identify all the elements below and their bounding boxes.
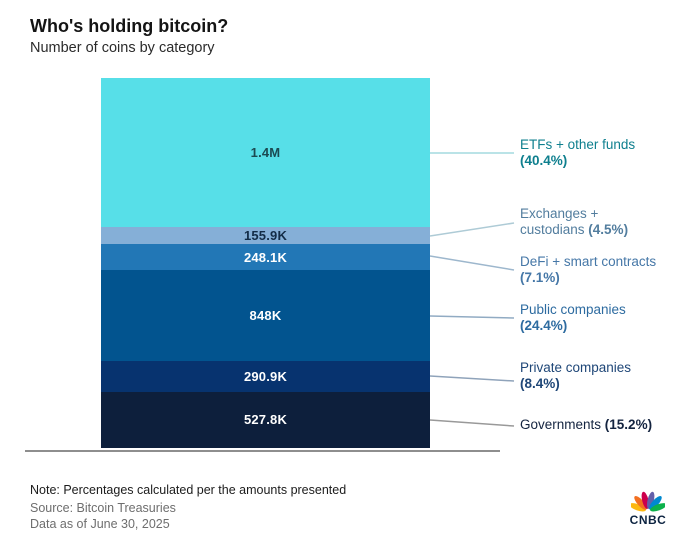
segment-value-label: 1.4M bbox=[250, 145, 281, 161]
segment-value-label: 848K bbox=[249, 308, 282, 323]
annotation-exchanges-custodians: Exchanges + custodians (4.5%) bbox=[520, 206, 629, 237]
annotation-private-companies: Private companies (8.4%) bbox=[520, 360, 632, 391]
data-as-of-text: Data as of June 30, 2025 bbox=[30, 517, 170, 531]
segment-value-label: 248.1K bbox=[243, 249, 288, 265]
annotation-defi-smart-contracts: DeFi + smart contracts (7.1%) bbox=[520, 254, 657, 285]
peacock-icon bbox=[631, 491, 665, 512]
stacked-bar: 1.4M 155.9K 248.1K 848K 290.9K 527.8K bbox=[101, 78, 430, 448]
cnbc-wordmark: CNBC bbox=[629, 513, 667, 527]
source-text: Source: Bitcoin Treasuries bbox=[30, 501, 176, 515]
annotation-public-companies: Public companies (24.4%) bbox=[520, 302, 626, 333]
bar-segment-etfs-other-funds: 1.4M bbox=[101, 78, 430, 228]
baseline bbox=[25, 450, 500, 452]
note-text: Note: Percentages calculated per the amo… bbox=[30, 483, 347, 497]
chart-subtitle: Number of coins by category bbox=[30, 40, 215, 56]
annotation-etfs-other-funds: ETFs + other funds (40.4%) bbox=[520, 137, 636, 168]
bar-segment-public-companies: 848K bbox=[101, 270, 430, 361]
segment-value-label: 155.9K bbox=[243, 228, 288, 244]
chart-title: Who's holding bitcoin? bbox=[30, 16, 229, 36]
bar-segment-private-companies: 290.9K bbox=[101, 360, 430, 392]
bar-segment-governments: 527.8K bbox=[101, 391, 430, 448]
annotation-governments: Governments (15.2%) bbox=[520, 417, 653, 432]
bar-segment-defi-smart-contracts: 248.1K bbox=[101, 244, 430, 271]
bar-segment-exchanges-custodians: 155.9K bbox=[101, 227, 430, 245]
segment-value-label: 290.9K bbox=[243, 368, 288, 384]
segment-value-label: 527.8K bbox=[243, 412, 288, 428]
cnbc-logo: CNBC bbox=[624, 488, 672, 527]
